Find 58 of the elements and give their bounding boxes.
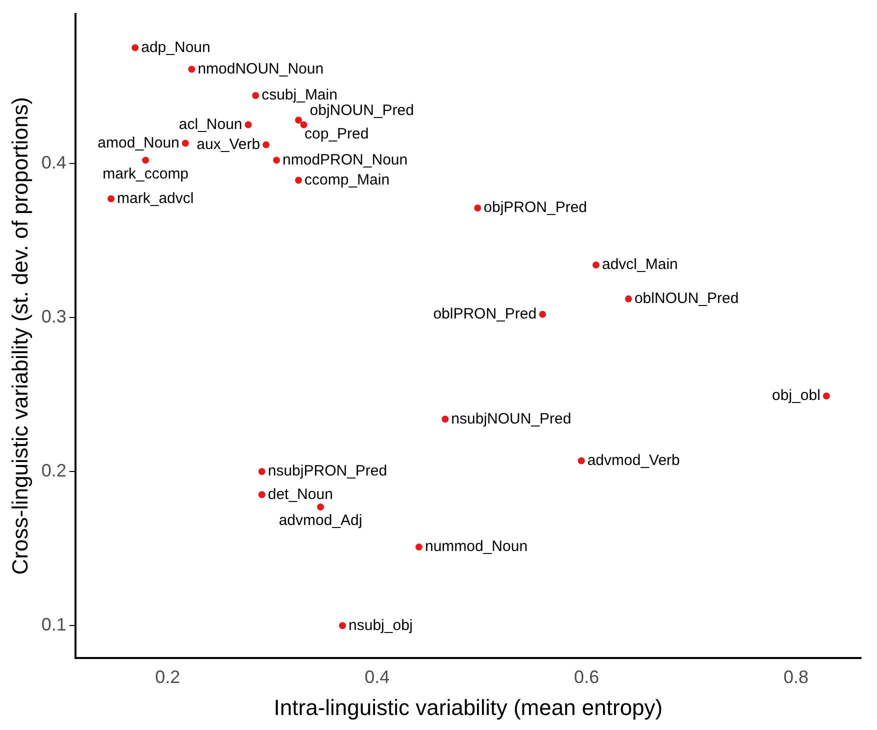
point [317, 503, 324, 510]
x-tick-label: 0.6 [574, 666, 600, 687]
point [244, 121, 252, 128]
y-tick-label: 0.4 [41, 152, 66, 172]
annotation: advmod_Verb [587, 452, 680, 469]
y-axis-title: Cross-linguistic variability (st. dev. of proportions) [7, 97, 32, 575]
annotation: nsubj_obj [348, 616, 413, 634]
y-tick-label: 0.3 [41, 306, 66, 326]
point [295, 116, 302, 124]
annotation: obj_obl [772, 387, 820, 404]
annotation: oblPRON_Pred [433, 305, 537, 322]
point [273, 156, 280, 164]
point [258, 491, 266, 498]
annotation: nsubjNOUN_Pred [451, 410, 572, 428]
point [182, 140, 189, 147]
point [108, 195, 115, 202]
point [258, 468, 266, 476]
point [188, 66, 196, 73]
annotation: nmodPRON_Noun [282, 151, 408, 168]
annotation: ccomp_Main [304, 171, 390, 188]
point [252, 92, 260, 99]
annotation: mark_advcl [117, 190, 194, 207]
point [142, 156, 150, 164]
point [132, 44, 139, 52]
annotation: acl_Noun [178, 116, 242, 133]
point [295, 176, 302, 184]
annotation: oblNOUN_Pred [634, 290, 739, 308]
annotation: mark_ccomp [102, 165, 189, 182]
y-tick-label: 0.1 [41, 614, 66, 635]
annotation: cop_Pred [304, 125, 369, 142]
point [415, 544, 422, 551]
point [578, 457, 585, 464]
point [539, 310, 546, 318]
point [300, 121, 308, 128]
x-tick-label: 0.8 [784, 666, 809, 687]
annotation: nummod_Noun [424, 538, 528, 556]
annotation: nmodNOUN_Noun [198, 60, 324, 78]
point [624, 295, 632, 302]
point [822, 392, 830, 400]
annotation: amod_Noun [98, 134, 180, 152]
annotation: advmod_Adj [278, 512, 362, 530]
annotation: csubj_Main [262, 86, 338, 104]
annotation: objNOUN_Pred [310, 102, 414, 119]
x-tick-label: 0.2 [155, 666, 180, 687]
annotation: aux_Verb [196, 136, 260, 153]
x-tick-label: 0.4 [364, 666, 390, 687]
point [592, 262, 600, 269]
y-tick-label: 0.2 [41, 460, 66, 480]
point [474, 204, 482, 212]
annotation: nsubjPRON_Pred [268, 462, 388, 480]
annotation: objPRON_Pred [484, 199, 588, 216]
point [442, 416, 449, 423]
point [262, 141, 270, 148]
annotation: det_Noun [268, 486, 333, 503]
annotation: advcl_Main [602, 256, 678, 274]
x-axis-title: Intra-linguistic variability (mean entropy) [274, 694, 663, 720]
annotation: adp_Noun [141, 38, 210, 56]
point [339, 622, 346, 630]
